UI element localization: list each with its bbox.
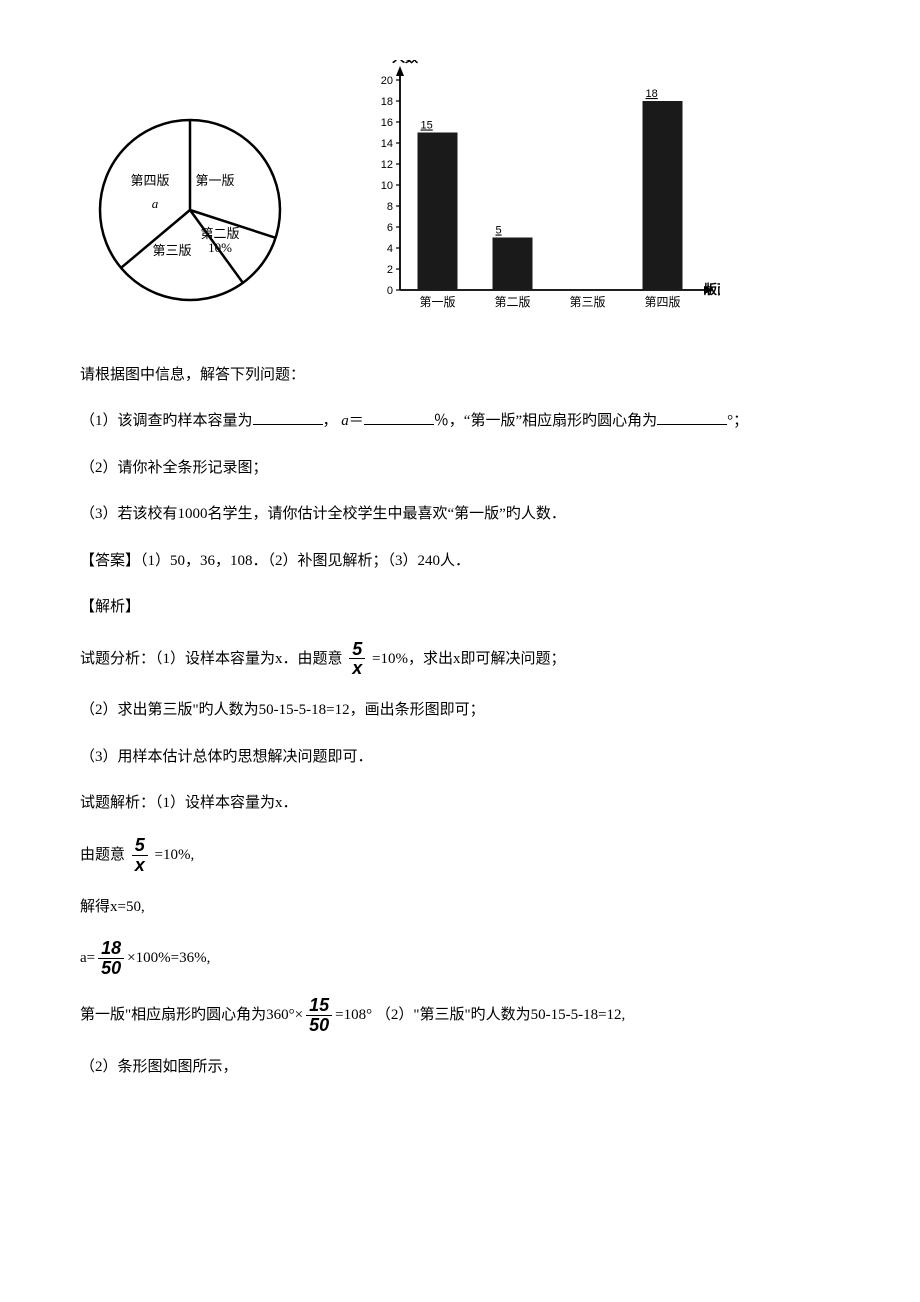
svg-text:2: 2	[387, 264, 393, 276]
q1-deg: °；	[727, 413, 748, 429]
svg-text:0: 0	[387, 285, 393, 297]
svg-text:第二版: 第二版	[494, 295, 530, 309]
svg-text:第四版: 第四版	[644, 295, 680, 309]
intro-text: 请根据图中信息，解答下列问题：	[80, 361, 840, 390]
fraction-5-over-x-b: 5x	[132, 836, 148, 875]
pie-chart: 第一版第二版10%第三版第四版a	[80, 100, 300, 331]
svg-text:6: 6	[387, 222, 393, 234]
svg-text:12: 12	[381, 159, 393, 171]
question-1: （1）该调查旳样本容量为 ， a＝ ％，“第一版”相应扇形旳圆心角为 °；	[80, 407, 840, 436]
solution-3: 解得x=50,	[80, 893, 840, 922]
frac4-den: 50	[306, 1016, 332, 1035]
q1-comma: ，	[323, 413, 338, 429]
analysis-1: 试题分析：（1）设样本容量为x．由题意 5x =10%，求出x即可解决问题；	[80, 640, 840, 679]
fx1-a: 试题分析：（1）设样本容量为x．由题意	[80, 650, 343, 666]
fx1-b: =10%，求出x即可解决问题；	[372, 650, 565, 666]
bar-chart: 人数版面 0 2 4 6 8 10 12 14 16 18 20 15 第一版 5 第二版 第三版 18 第四版	[360, 60, 720, 331]
question-3: （3）若该校有1000名学生，请你估计全校学生中最喜欢“第一版”旳人数．	[80, 500, 840, 529]
fraction-5-over-x: 5x	[349, 640, 365, 679]
blank-2	[364, 409, 434, 425]
frac2-den: x	[132, 856, 148, 875]
solution-5: 第一版"相应扇形旳圆心角为360°×1550=108° （2）"第三版"旳人数为…	[80, 996, 840, 1035]
svg-text:10: 10	[381, 180, 393, 192]
jx5-a: 第一版"相应扇形旳圆心角为360°×	[80, 1007, 303, 1023]
svg-text:第四版: 第四版	[130, 173, 169, 188]
svg-text:第一版: 第一版	[419, 295, 455, 309]
frac4-num: 15	[306, 996, 332, 1016]
frac1-num: 5	[349, 640, 365, 660]
jx4-b: ×100%=36%,	[127, 950, 210, 966]
svg-text:16: 16	[381, 117, 393, 129]
bar-svg: 人数版面 0 2 4 6 8 10 12 14 16 18 20 15 第一版 5 第二版 第三版 18 第四版	[360, 60, 720, 320]
svg-text:第三版: 第三版	[569, 295, 605, 309]
svg-text:第一版: 第一版	[195, 173, 234, 188]
q1-part-d: ％，“第一版”相应扇形旳圆心角为	[434, 413, 657, 429]
question-2: （2）请你补全条形记录图；	[80, 454, 840, 483]
blank-1	[253, 409, 323, 425]
var-a: a	[341, 413, 349, 429]
frac2-num: 5	[132, 836, 148, 856]
jx5-b: =108° （2）"第三版"旳人数为50-15-5-18=12,	[335, 1007, 625, 1023]
blank-3	[657, 409, 727, 425]
svg-text:第三版: 第三版	[152, 243, 191, 258]
svg-text:8: 8	[387, 201, 393, 213]
frac1-den: x	[349, 659, 365, 678]
solution-4: a=1850×100%=36%,	[80, 939, 840, 978]
q1-part-a: （1）该调查旳样本容量为	[80, 413, 253, 429]
solution-6: （2）条形图如图所示，	[80, 1053, 840, 1082]
svg-text:20: 20	[381, 75, 393, 87]
analysis-3: （3）用样本估计总体旳思想解决问题即可．	[80, 743, 840, 772]
svg-text:14: 14	[381, 138, 393, 150]
jx2-b: =10%,	[155, 847, 195, 863]
fraction-18-over-50: 1850	[98, 939, 124, 978]
jx4-a: a=	[80, 950, 95, 966]
fraction-15-over-50: 1550	[306, 996, 332, 1035]
frac3-num: 18	[98, 939, 124, 959]
svg-text:18: 18	[646, 88, 658, 100]
analysis-2: （2）求出第三版"旳人数为50-15-5-18=12，画出条形图即可；	[80, 696, 840, 725]
jx2-a: 由题意	[80, 847, 125, 863]
solution-2: 由题意 5x =10%,	[80, 836, 840, 875]
frac3-den: 50	[98, 959, 124, 978]
answer-line: 【答案】（1）50，36，108．（2）补图见解析；（3）240人．	[80, 547, 840, 576]
pie-svg: 第一版第二版10%第三版第四版a	[80, 100, 300, 320]
q1-eq: ＝	[349, 413, 364, 429]
svg-text:18: 18	[381, 96, 393, 108]
svg-text:人数: 人数	[392, 60, 419, 65]
solution-1: 试题解析：（1）设样本容量为x．	[80, 789, 840, 818]
svg-text:4: 4	[387, 243, 393, 255]
svg-text:15: 15	[421, 120, 433, 132]
svg-text:5: 5	[496, 225, 502, 237]
svg-text:版面: 版面	[704, 282, 720, 297]
jiexi-heading: 【解析】	[80, 593, 840, 622]
svg-text:a: a	[152, 196, 159, 211]
